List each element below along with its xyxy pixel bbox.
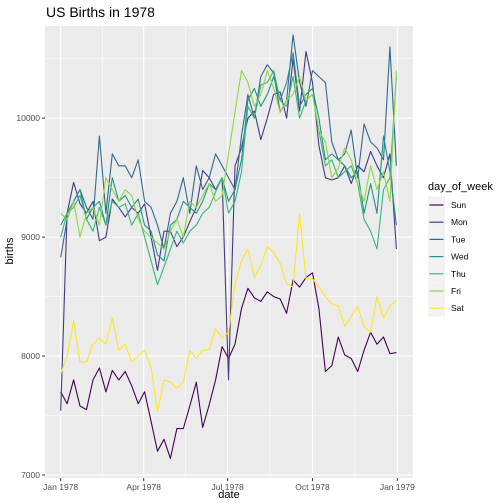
x-tick-label: Jan 1978 — [43, 482, 78, 492]
series-line-sun — [60, 272, 397, 459]
y-tick-label: 9000 — [21, 232, 40, 242]
series-line-sat — [60, 212, 397, 413]
y-axis: 7000 8000 9000 10000 — [16, 113, 45, 480]
y-tick-label: 8000 — [21, 351, 40, 361]
series-line-mon — [60, 51, 397, 411]
series-line-thu — [60, 70, 397, 286]
legend-label-mon: Mon — [451, 217, 468, 227]
series-line-tue — [60, 34, 397, 258]
legend-label-tue: Tue — [451, 234, 466, 244]
x-tick-label: Jan 1979 — [380, 482, 415, 492]
legend-label-wed: Wed — [451, 252, 469, 262]
x-axis-title: date — [218, 489, 239, 501]
x-axis: Jan 1978 Apr 1978 Jul 1978 Oct 1978 Jan 1979 — [43, 478, 415, 492]
legend-label-sun: Sun — [451, 200, 466, 210]
legend-title: day_of_week — [428, 181, 493, 193]
series-lines — [60, 34, 397, 459]
x-tick-label: Apr 1978 — [126, 482, 161, 492]
legend-label-fri: Fri — [451, 286, 461, 296]
x-tick-label: Jul 1978 — [212, 482, 244, 492]
legend-label-sat: Sat — [451, 303, 464, 313]
chart-title: US Births in 1978 — [46, 4, 155, 20]
legend-label-thu: Thu — [451, 269, 466, 279]
legend: day_of_week Sun Mon Tue Wed Thu Fri Sat — [428, 181, 493, 317]
y-tick-label: 10000 — [16, 113, 40, 123]
y-tick-label: 7000 — [21, 470, 40, 480]
series-line-fri — [60, 70, 397, 250]
plot-panel — [45, 26, 413, 478]
y-axis-title: births — [4, 237, 16, 264]
x-tick-label: Oct 1978 — [295, 482, 330, 492]
